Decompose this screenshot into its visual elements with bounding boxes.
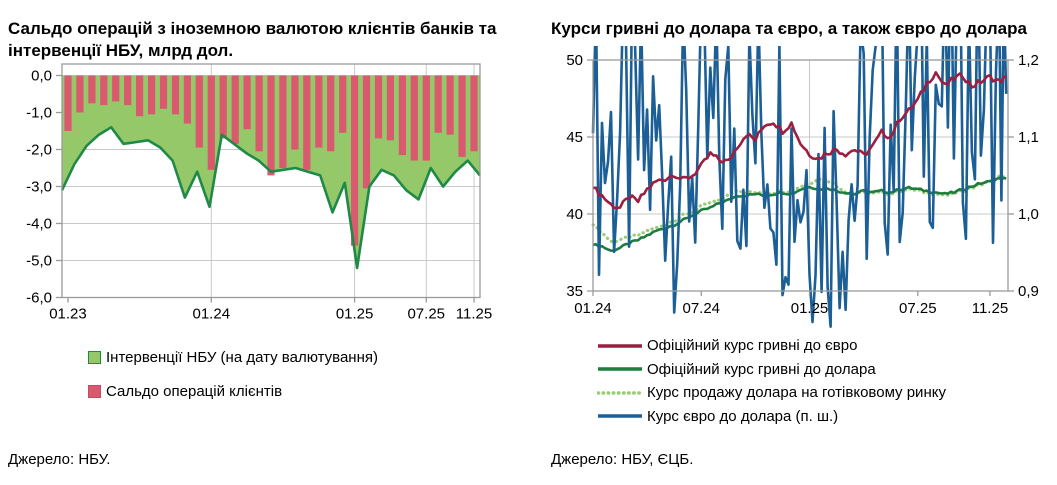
client-balance-bar (219, 75, 227, 139)
legend-line-sample (598, 344, 642, 348)
left-axis-label: 35 (566, 283, 583, 300)
y-axis-label: -6,0 (26, 290, 52, 307)
right-axis-label: 1,1 (1018, 129, 1039, 146)
client-balance-bar (267, 75, 275, 176)
legend-label: Курс євро до долара (п. ш.) (647, 407, 839, 425)
client-balance-bar (398, 75, 406, 156)
client-balance-bar (64, 75, 72, 131)
x-axis-label: 01.25 (791, 300, 829, 317)
rate-line (591, 46, 1008, 329)
client-balance-bar (434, 75, 442, 133)
right-axis-label: 0,9 (1018, 283, 1039, 300)
y-axis-label: -1,0 (26, 105, 52, 122)
y-axis-label: -4,0 (26, 216, 52, 233)
left-axis-label: 50 (566, 52, 583, 69)
client-balance-bar (136, 75, 144, 117)
legend-exchange-rates: Офіційний курс гривні до євро Офіційний к… (597, 334, 1057, 428)
client-balance-bar (159, 75, 168, 109)
chart-title-fx-balance: Сальдо операцій з іноземною валютою кліє… (8, 19, 497, 60)
client-balance-bar (410, 75, 418, 161)
right-axis-label: 1,2 (1018, 52, 1039, 69)
rate-line (592, 176, 1007, 253)
legend-item: Курс продажу долара на готівковому ринку (597, 381, 1057, 405)
chart-title-exchange-rates: Курси гривні до долара та євро, а також … (551, 19, 1027, 39)
legend-label: Офіційний курс гривні до євро (647, 337, 858, 355)
client-balance-bar (279, 75, 287, 168)
client-balance-bar (315, 75, 323, 148)
rate-line (593, 71, 1007, 210)
client-balance-bar (303, 75, 311, 170)
legend-item: Інтервенції НБУ (на дату валютування) (88, 340, 528, 374)
y-axis-label: 0,0 (31, 68, 52, 85)
legend-item: Курс євро до долара (п. ш.) (597, 405, 1057, 429)
client-balance-swatch (88, 384, 101, 398)
x-axis-label: 07.24 (682, 300, 720, 317)
client-balance-bar (327, 75, 335, 152)
client-balance-bar (339, 75, 347, 133)
x-axis-label: 11.25 (456, 306, 492, 323)
x-axis-label: 01.25 (336, 306, 374, 323)
client-balance-bar (207, 75, 215, 170)
legend-item: Офіційний курс гривні до долара (597, 358, 1057, 382)
fx-balance-bar-chart: 0,0 -1,0 -2,0 -3,0 -4,0 -5,0 -6,001.23 01.24 01.… (26, 63, 492, 323)
y-axis-label: -5,0 (26, 253, 52, 270)
x-axis-label: 11.25 (972, 300, 1008, 317)
y-axis-label: -3,0 (26, 179, 52, 196)
client-balance-bar (100, 75, 108, 106)
source-note-left: Джерело: НБУ. (8, 451, 111, 468)
client-balance-bar (183, 75, 191, 124)
legend-item: Сальдо операцій клієнтів (88, 374, 528, 408)
legend-item: Офіційний курс гривні до євро (597, 334, 1057, 358)
legend-line-sample (597, 391, 643, 395)
legend-line-sample (598, 367, 642, 371)
legend-label: Офіційний курс гривні до долара (647, 360, 876, 378)
client-balance-bar (422, 75, 430, 161)
client-balance-bar (470, 75, 478, 152)
x-axis-label: 01.24 (193, 306, 231, 323)
legend-label: Сальдо операцій клієнтів (106, 382, 283, 400)
x-axis-label: 01.24 (574, 300, 612, 317)
legend-label: Курс продажу долара на готівковому ринку (647, 384, 946, 402)
right-axis-label: 1,0 (1018, 206, 1039, 223)
x-axis-label: 07.25 (899, 300, 937, 317)
exchange-rates-line-chart: 50 45 40 35 1,2 1,1 1,0 0,9 01.24 07.24 01.25 07.25… (566, 46, 1039, 329)
client-balance-bar (255, 75, 263, 152)
client-balance-bar (195, 75, 203, 148)
client-balance-bar (362, 75, 371, 189)
left-axis-label: 45 (566, 129, 583, 146)
client-balance-bar (351, 75, 359, 246)
source-note-right: Джерело: НБУ, ЄЦБ. (551, 451, 694, 468)
client-balance-bar (112, 75, 120, 102)
client-balance-bar (76, 75, 84, 113)
left-axis-label: 40 (566, 206, 583, 223)
client-balance-bar (171, 75, 180, 115)
legend-fx-balance: Інтервенції НБУ (на дату валютування) Сал… (88, 340, 528, 408)
client-balance-bar (243, 75, 251, 130)
y-axis-label: -2,0 (26, 142, 52, 159)
client-balance-bar (124, 75, 132, 106)
client-balance-bar (88, 75, 96, 104)
client-balance-bar (458, 75, 466, 157)
client-balance-bar (231, 75, 239, 144)
interventions-swatch (88, 350, 101, 364)
x-axis-label: 07.25 (407, 306, 445, 323)
legend-label: Інтервенції НБУ (на дату валютування) (106, 348, 378, 366)
rate-line (591, 174, 1008, 244)
client-balance-bar (446, 75, 454, 135)
client-balance-bar (291, 75, 299, 150)
client-balance-bar (386, 75, 394, 141)
x-axis-label: 01.23 (49, 306, 87, 323)
legend-line-sample (598, 414, 642, 418)
client-balance-bar (374, 75, 383, 139)
client-balance-bar (148, 75, 156, 115)
